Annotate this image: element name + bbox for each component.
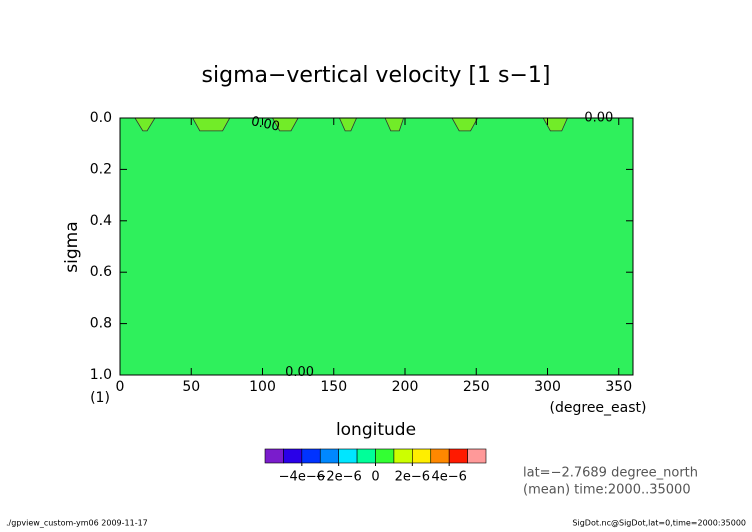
colorbar-box bbox=[283, 448, 303, 464]
colorbar-tick-label: −2e−6 bbox=[316, 470, 362, 485]
x-axis-unit: (degree_east) bbox=[550, 400, 647, 416]
x-tick-label: 0 bbox=[116, 379, 125, 395]
x-tick-label: 250 bbox=[463, 379, 490, 395]
y-tick-label: 0.8 bbox=[90, 316, 112, 332]
colorbar-box bbox=[467, 448, 487, 464]
x-tick-label: 100 bbox=[249, 379, 276, 395]
x-axis-label: longitude bbox=[336, 420, 416, 440]
y-tick-label: 0.6 bbox=[90, 264, 112, 280]
note: lat=−2.7689 degree_north bbox=[523, 466, 698, 481]
footer: ./gpview_custom-ym06 2009-11-17 bbox=[6, 519, 148, 528]
contour-label: 0.00 bbox=[285, 365, 314, 380]
chart-title: sigma−vertical velocity [1 s−1] bbox=[202, 63, 551, 88]
colorbar-box bbox=[264, 448, 284, 464]
note: (mean) time:2000..35000 bbox=[523, 483, 691, 498]
colorbar-box bbox=[412, 448, 432, 464]
x-tick-label: 150 bbox=[320, 379, 347, 395]
plot-frame bbox=[119, 117, 634, 376]
colorbar-box bbox=[430, 448, 450, 464]
x-tick-label: 50 bbox=[182, 379, 200, 395]
colorbar-box bbox=[375, 448, 395, 464]
y-tick-label: 0.2 bbox=[90, 161, 112, 177]
footer: SigDot.nc@SigDot,lat=0,time=2000:35000 bbox=[572, 519, 746, 528]
y-tick-label: 1.0 bbox=[90, 367, 112, 383]
x-tick-label: 350 bbox=[605, 379, 632, 395]
x-tick-label: 200 bbox=[392, 379, 419, 395]
x-tick-label: 300 bbox=[534, 379, 561, 395]
y-tick-label: 0.0 bbox=[90, 110, 112, 126]
y-tick-label: 0.4 bbox=[90, 213, 112, 229]
colorbar-box bbox=[319, 448, 339, 464]
y-axis-label: sigma bbox=[62, 221, 82, 272]
y-axis-unit: (1) bbox=[90, 390, 110, 406]
colorbar-box bbox=[338, 448, 358, 464]
colorbar-tick-label: 2e−6 bbox=[395, 470, 430, 485]
colorbar-tick-label: −4e−6 bbox=[279, 470, 325, 485]
contour-fill bbox=[120, 118, 633, 375]
colorbar-box bbox=[356, 448, 376, 464]
colorbar-tick-label: 0 bbox=[371, 470, 379, 485]
colorbar-tick-label: 4e−6 bbox=[431, 470, 466, 485]
colorbar-box bbox=[301, 448, 321, 464]
colorbar-box bbox=[393, 448, 413, 464]
contour-label: 0.00 bbox=[250, 114, 281, 135]
colorbar-box bbox=[448, 448, 468, 464]
